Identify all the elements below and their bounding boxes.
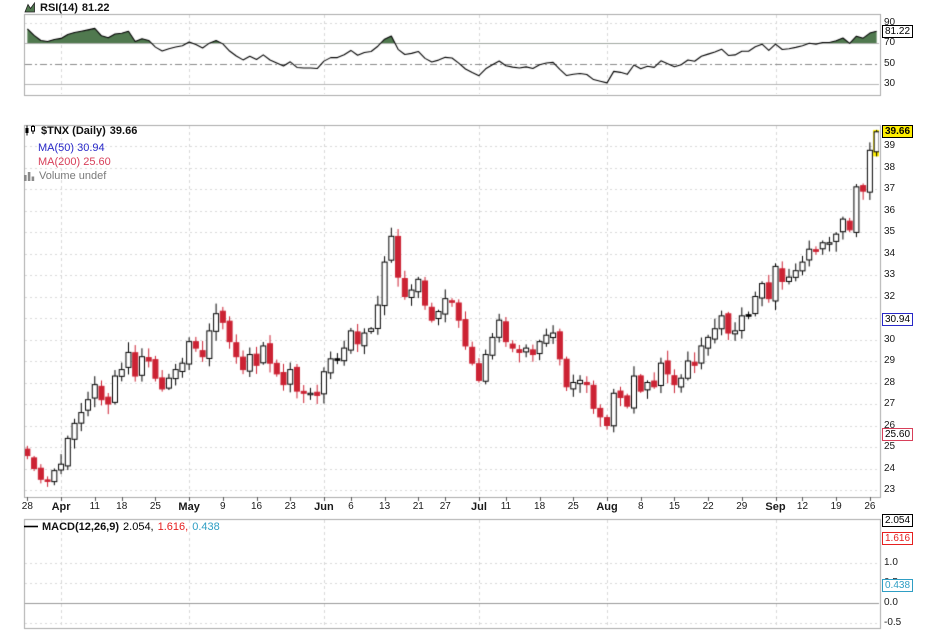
price-tick-label: 39 <box>884 140 896 151</box>
rsi-tick-label: 50 <box>884 57 896 69</box>
rsi-legend-value: 81.22 <box>81 1 110 14</box>
macd-hist-value-badge: 0.438 <box>882 578 914 592</box>
macd-line-icon <box>24 525 38 528</box>
macd-tick-label: 1.0 <box>884 557 898 568</box>
symbol-label: $TNX (Daily) <box>41 124 106 137</box>
rsi-tick-label: 30 <box>884 78 896 89</box>
x-axis-label: 13 <box>379 501 391 512</box>
x-axis-label: May <box>178 501 200 513</box>
x-axis-label: Apr <box>51 501 71 513</box>
hist-value: 0.438 <box>192 520 220 533</box>
volume-legend: Volume undef <box>39 169 107 182</box>
ma200-value-badge: 25.60 <box>882 427 914 441</box>
price-tick-label: 38 <box>884 161 896 173</box>
x-axis-label: 25 <box>567 501 579 512</box>
macd-tick-label: 0.0 <box>884 597 898 608</box>
price-tick-label: 28 <box>884 376 896 388</box>
price-legend: $TNX (Daily) 39.66 <box>24 124 137 137</box>
x-axis-label: 28 <box>21 501 33 512</box>
x-axis-label: 22 <box>702 501 714 512</box>
price-tick-label: 23 <box>884 484 896 495</box>
x-axis-label: 11 <box>89 501 100 512</box>
x-axis-label: 16 <box>250 501 263 512</box>
rsi-legend-label: RSI(14) <box>40 1 78 14</box>
ma200-legend-row: MA(200) 25.60 <box>38 155 111 168</box>
rsi-indicator-icon <box>24 2 35 13</box>
price-tick-label: 36 <box>884 204 896 216</box>
volume-legend-row: Volume undef <box>24 169 106 182</box>
signal-value: 1.616, <box>157 520 189 533</box>
price-tick-label: 34 <box>884 247 896 259</box>
ma50-legend-row: MA(50) 30.94 <box>38 141 105 154</box>
macd-signal-value-badge: 1.616 <box>882 531 914 545</box>
x-axis-label: 23 <box>284 501 296 512</box>
x-axis-label: 15 <box>668 501 680 512</box>
x-axis-label: Sep <box>765 501 786 513</box>
x-axis-label: 18 <box>116 501 128 512</box>
x-axis-label: 9 <box>220 501 226 512</box>
macd-value: 2.054, <box>123 520 154 533</box>
price-tick-label: 35 <box>884 226 896 237</box>
price-tick-label: 32 <box>884 290 896 302</box>
price-tick-label: 24 <box>884 462 896 474</box>
price-tick-label: 27 <box>884 398 896 409</box>
x-axis-label: 25 <box>149 501 161 512</box>
x-axis-label: 29 <box>736 501 748 512</box>
rsi-tick-label: 70 <box>884 37 896 49</box>
x-axis-label: 19 <box>830 501 842 512</box>
x-axis-label: 12 <box>796 501 809 512</box>
x-axis-label: 18 <box>534 501 546 512</box>
x-axis-label: 11 <box>500 501 512 512</box>
x-axis-label: 21 <box>412 501 424 512</box>
rsi-tick-label: 90 <box>884 17 896 28</box>
price-tick-label: 33 <box>884 269 896 280</box>
price-chart-icon <box>25 125 35 136</box>
x-axis-label: 27 <box>439 501 451 512</box>
price-tick-label: 30 <box>884 333 896 345</box>
volume-bars-icon <box>24 171 35 181</box>
rsi-value-badge: 81.22 <box>882 25 914 39</box>
macd-tick-label: -0.5 <box>884 617 902 628</box>
last-price-badge: 39.66 <box>882 125 914 139</box>
symbol-value: 39.66 <box>109 124 138 137</box>
ma200-legend: MA(200) 25.60 <box>38 155 111 168</box>
macd-legend-label: MACD(12,26,9) <box>42 520 120 533</box>
x-axis-label: Aug <box>596 501 618 513</box>
ma50-legend: MA(50) 30.94 <box>38 141 105 154</box>
x-axis-label: 8 <box>637 501 644 512</box>
x-axis-label: Jul <box>471 501 487 513</box>
price-tick-label: 25 <box>884 441 896 452</box>
x-axis-label: Jun <box>314 501 334 513</box>
x-axis-label: 26 <box>864 501 876 512</box>
macd-legend: MACD(12,26,9) 2.054, 1.616, 0.438 <box>24 520 220 533</box>
x-axis-label: 6 <box>348 501 354 512</box>
price-tick-label: 29 <box>884 355 896 366</box>
rsi-legend: RSI(14) 81.22 <box>24 1 109 14</box>
ma50-value-badge: 30.94 <box>882 312 914 326</box>
macd-value-badge: 2.054 <box>882 514 914 528</box>
price-tick-label: 37 <box>884 183 896 194</box>
price-tick-label: 26 <box>884 419 896 431</box>
